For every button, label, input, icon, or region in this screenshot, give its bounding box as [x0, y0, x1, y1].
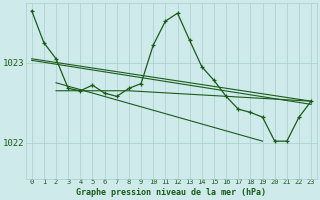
X-axis label: Graphe pression niveau de la mer (hPa): Graphe pression niveau de la mer (hPa): [76, 188, 267, 197]
